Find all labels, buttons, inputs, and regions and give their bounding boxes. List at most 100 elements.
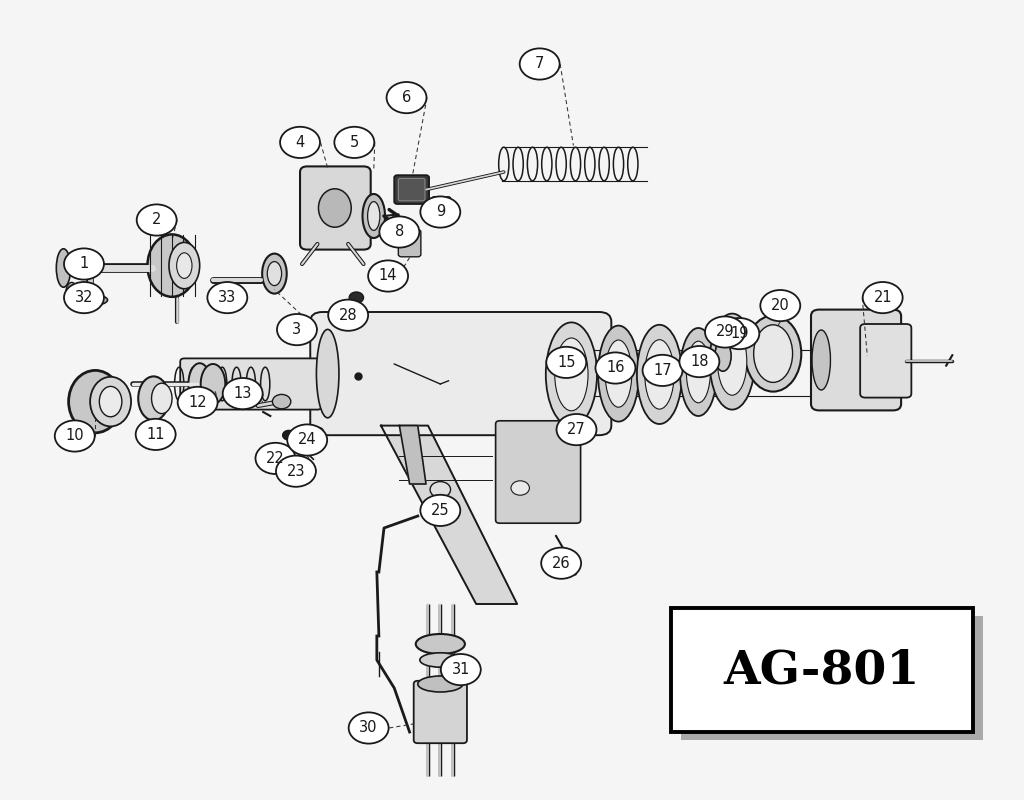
Circle shape [368,261,408,292]
Circle shape [63,248,104,280]
Circle shape [135,418,176,450]
Ellipse shape [416,634,465,654]
Ellipse shape [555,338,588,411]
Ellipse shape [66,282,78,306]
Text: 29: 29 [716,325,734,339]
Text: 15: 15 [557,355,575,370]
Circle shape [137,204,176,235]
Circle shape [311,427,324,437]
Circle shape [299,442,311,451]
Circle shape [680,346,719,378]
Text: 28: 28 [339,308,357,322]
Ellipse shape [368,202,380,230]
Circle shape [178,386,218,418]
Text: 25: 25 [431,503,450,518]
Ellipse shape [138,376,169,421]
Ellipse shape [90,377,131,426]
Text: 16: 16 [606,361,625,375]
Ellipse shape [598,326,639,422]
Circle shape [275,456,315,486]
Text: 10: 10 [66,429,84,443]
Circle shape [379,216,420,248]
Ellipse shape [69,370,122,433]
Circle shape [223,378,262,410]
Ellipse shape [715,341,731,371]
Text: 8: 8 [394,225,404,239]
Circle shape [280,127,319,158]
Bar [681,616,983,740]
Circle shape [520,48,559,80]
Circle shape [420,494,461,526]
Text: 3: 3 [293,322,301,337]
Text: 1: 1 [79,257,89,271]
Text: AG-801: AG-801 [724,647,920,693]
Ellipse shape [152,383,172,414]
Ellipse shape [418,676,463,692]
Text: 11: 11 [146,427,165,442]
FancyBboxPatch shape [300,166,371,250]
Text: 33: 33 [218,290,237,305]
Text: 5: 5 [349,135,359,150]
Ellipse shape [754,325,793,382]
FancyBboxPatch shape [414,681,467,743]
Ellipse shape [176,253,193,278]
FancyBboxPatch shape [811,310,901,410]
Text: 26: 26 [552,556,570,570]
Text: 27: 27 [567,422,586,437]
Circle shape [719,318,759,349]
FancyBboxPatch shape [432,197,451,216]
Text: 6: 6 [401,90,412,105]
Text: 32: 32 [75,290,93,305]
Ellipse shape [637,325,682,424]
FancyBboxPatch shape [496,421,581,523]
Ellipse shape [267,262,282,286]
Text: 23: 23 [287,464,305,478]
Ellipse shape [316,330,339,418]
Ellipse shape [188,363,211,405]
Text: 31: 31 [452,662,470,677]
Polygon shape [399,426,426,484]
Ellipse shape [318,189,351,227]
FancyBboxPatch shape [180,358,322,410]
Ellipse shape [718,328,746,395]
Circle shape [760,290,801,322]
Circle shape [272,394,291,409]
Text: 4: 4 [295,135,305,150]
Bar [671,608,973,732]
Circle shape [287,424,328,456]
Ellipse shape [169,242,200,289]
Circle shape [420,196,461,227]
FancyBboxPatch shape [860,324,911,398]
Text: 13: 13 [233,386,252,401]
Ellipse shape [605,340,632,407]
Circle shape [705,316,744,347]
Circle shape [283,430,295,440]
Ellipse shape [73,294,108,306]
Text: 18: 18 [690,354,709,369]
Ellipse shape [680,328,717,416]
Text: 19: 19 [730,326,749,341]
Text: 14: 14 [379,269,397,283]
Ellipse shape [56,249,71,287]
Text: 2: 2 [152,213,162,227]
Circle shape [63,282,104,314]
Circle shape [542,547,582,579]
Ellipse shape [201,364,225,404]
Ellipse shape [546,322,597,426]
Text: 24: 24 [298,433,316,447]
Circle shape [557,414,596,445]
Text: 12: 12 [188,395,207,410]
Ellipse shape [645,340,674,409]
Circle shape [862,282,903,314]
Circle shape [54,421,95,451]
Circle shape [547,346,586,378]
FancyBboxPatch shape [310,312,611,435]
Text: 20: 20 [771,298,790,313]
FancyBboxPatch shape [398,230,421,257]
FancyBboxPatch shape [398,178,425,201]
Ellipse shape [686,341,711,403]
Ellipse shape [147,234,197,297]
Circle shape [643,354,682,386]
Ellipse shape [812,330,830,390]
Circle shape [207,282,248,314]
